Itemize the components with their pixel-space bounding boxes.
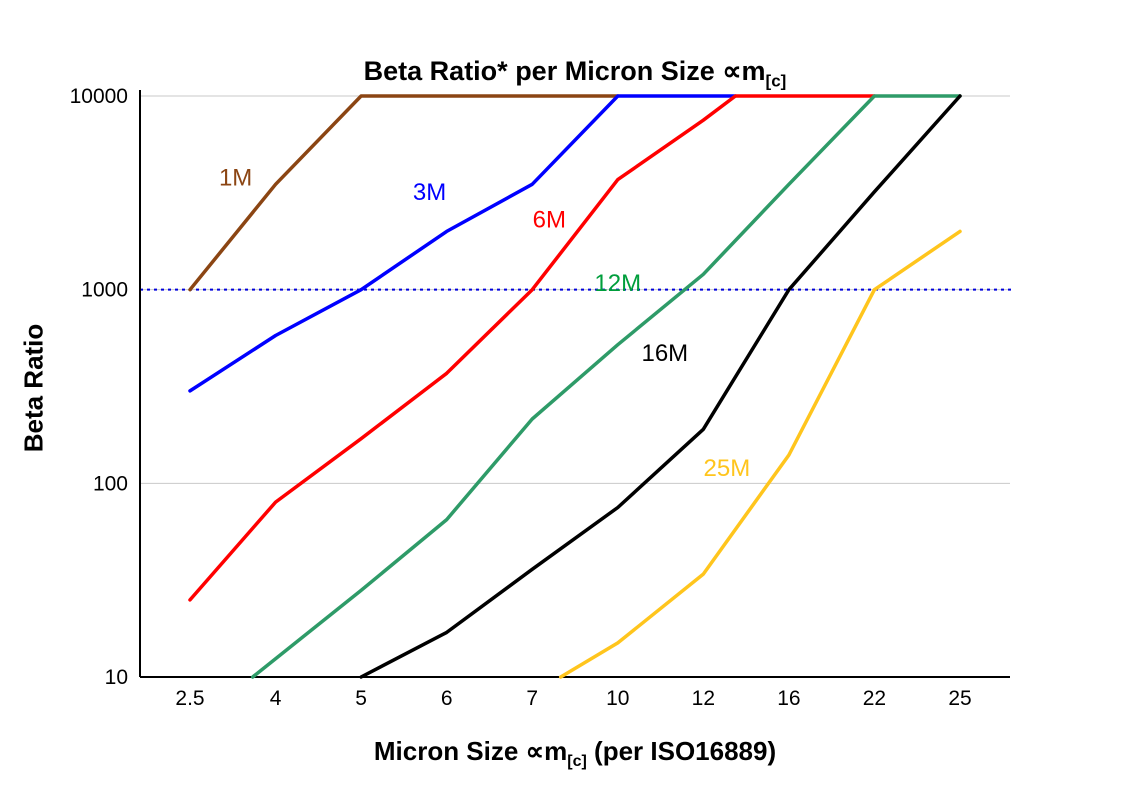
x-axis-title-subscript: [c] <box>567 753 587 771</box>
series-label-25M: 25M <box>704 455 751 482</box>
x-tick-label-22: 22 <box>863 687 886 710</box>
series-line-3M <box>188 94 738 393</box>
x-axis-title-post: (per ISO16889) <box>586 736 777 766</box>
x-axis-title: Micron Size ∝m[c] (per ISO16889) <box>140 736 1010 771</box>
chart-title: Beta Ratio* per Micron Size ∝m[c] <box>140 56 1010 91</box>
y-tick-label-10: 10 <box>105 666 128 689</box>
y-tick-label-1000: 1000 <box>81 279 128 302</box>
series-line-1M <box>188 94 620 292</box>
chart-title-text: Beta Ratio* per Micron Size ∝m <box>363 56 766 86</box>
y-axis-title: Beta Ratio <box>18 323 49 453</box>
x-tick-label-7: 7 <box>526 687 538 710</box>
x-tick-label-10: 10 <box>606 687 629 710</box>
y-tick-label-10000: 10000 <box>70 85 128 108</box>
x-tick-label-4: 4 <box>270 687 282 710</box>
series-line-6M <box>188 94 877 602</box>
series-label-6M: 6M <box>533 207 566 234</box>
series-line-16M <box>359 94 962 679</box>
series-label-12M: 12M <box>594 270 641 297</box>
x-tick-label-12: 12 <box>692 687 715 710</box>
x-tick-label-16: 16 <box>777 687 800 710</box>
series-label-3M: 3M <box>413 179 446 206</box>
chart-title-subscript: [c] <box>765 71 787 91</box>
x-tick-label-6: 6 <box>441 687 453 710</box>
x-tick-label-5: 5 <box>355 687 367 710</box>
series-label-1M: 1M <box>219 164 252 191</box>
y-tick-label-100: 100 <box>93 472 128 495</box>
x-tick-label-25: 25 <box>948 687 971 710</box>
series-line-25M <box>558 229 962 679</box>
x-axis-title-pre: Micron Size ∝m <box>373 736 568 766</box>
x-tick-label-2.5: 2.5 <box>175 687 204 710</box>
series-line-12M <box>250 94 962 679</box>
series-label-16M: 16M <box>641 340 688 367</box>
